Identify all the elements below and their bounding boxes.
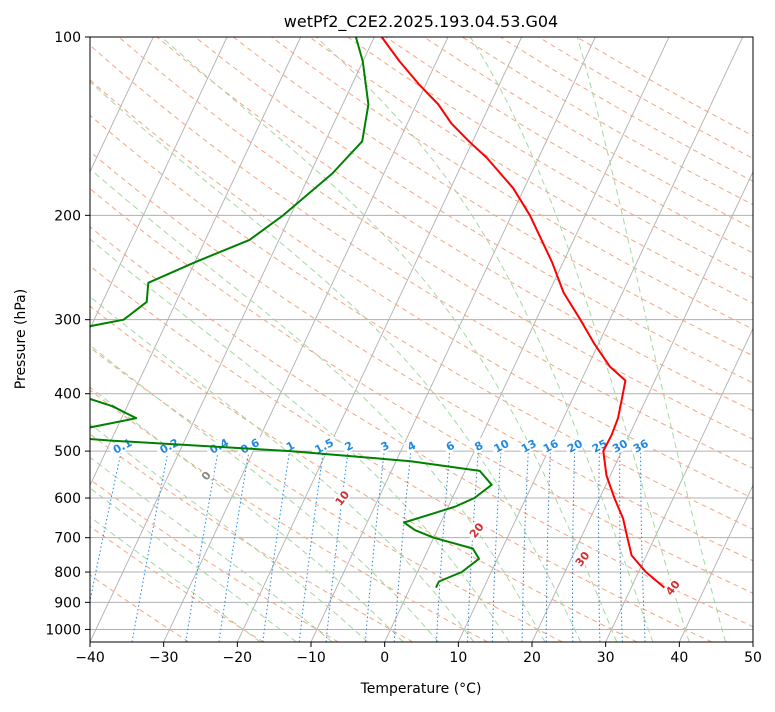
- x-tick-label: 50: [744, 650, 762, 666]
- x-axis-label: Temperature (°C): [360, 681, 482, 697]
- y-tick-label: 300: [54, 313, 81, 329]
- chart-title: wetPf2_C2E2.2025.193.04.53.G04: [284, 12, 558, 32]
- x-tick-label: 20: [523, 650, 541, 666]
- y-tick-label: 900: [54, 595, 81, 611]
- x-tick-label: −20: [223, 650, 253, 666]
- y-tick-label: 100: [54, 30, 81, 46]
- y-tick-label: 800: [54, 565, 81, 581]
- y-tick-label: 700: [54, 531, 81, 547]
- x-tick-label: −30: [149, 650, 179, 666]
- x-tick-label: −10: [296, 650, 326, 666]
- y-tick-label: 500: [54, 444, 81, 460]
- x-tick-label: 40: [670, 650, 688, 666]
- x-tick-label: 0: [380, 650, 389, 666]
- x-tick-label: −40: [75, 650, 105, 666]
- y-tick-label: 400: [54, 387, 81, 403]
- x-tick-label: 10: [449, 650, 467, 666]
- x-tick-label: 30: [597, 650, 615, 666]
- y-tick-label: 1000: [45, 622, 81, 638]
- y-axis-label: Pressure (hPa): [13, 289, 29, 389]
- y-tick-label: 600: [54, 491, 81, 507]
- y-tick-label: 200: [54, 208, 81, 224]
